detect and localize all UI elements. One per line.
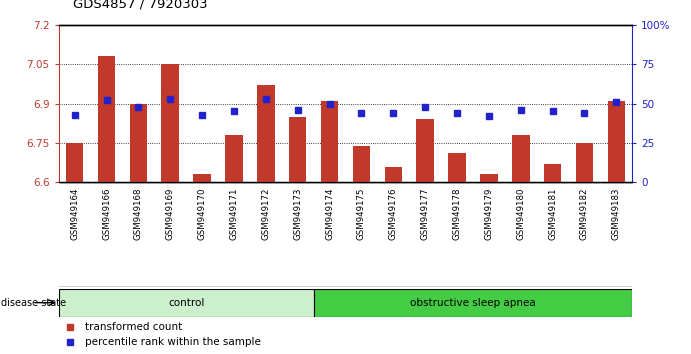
Text: transformed count: transformed count (84, 321, 182, 332)
Text: GSM949166: GSM949166 (102, 188, 111, 240)
Bar (59, 289, 314, 317)
Text: GSM949181: GSM949181 (548, 188, 557, 240)
Bar (384, 166, 402, 182)
Bar (97, 56, 115, 182)
Text: GSM949169: GSM949169 (166, 188, 175, 240)
Text: GDS4857 / 7920303: GDS4857 / 7920303 (73, 0, 207, 11)
Bar (512, 135, 529, 182)
Bar (352, 145, 370, 182)
Bar (66, 143, 84, 182)
Bar (321, 101, 339, 182)
Text: GSM949173: GSM949173 (293, 188, 302, 240)
Bar (193, 175, 211, 182)
Text: obstructive sleep apnea: obstructive sleep apnea (410, 298, 536, 308)
Text: GSM949176: GSM949176 (389, 188, 398, 240)
Text: GSM949183: GSM949183 (612, 188, 621, 240)
Bar (162, 64, 179, 182)
Text: GSM949174: GSM949174 (325, 188, 334, 240)
Text: GSM949171: GSM949171 (229, 188, 238, 240)
Bar (480, 175, 498, 182)
Text: GSM949170: GSM949170 (198, 188, 207, 240)
Text: GSM949178: GSM949178 (453, 188, 462, 240)
Text: GSM949164: GSM949164 (70, 188, 79, 240)
Bar (576, 143, 594, 182)
Text: GSM949168: GSM949168 (134, 188, 143, 240)
Bar (448, 153, 466, 182)
Bar (130, 103, 147, 182)
Bar (314, 289, 632, 317)
Bar (607, 101, 625, 182)
Text: GSM949175: GSM949175 (357, 188, 366, 240)
Text: percentile rank within the sample: percentile rank within the sample (84, 337, 261, 348)
Bar (225, 135, 243, 182)
Text: GSM949182: GSM949182 (580, 188, 589, 240)
Text: GSM949177: GSM949177 (421, 188, 430, 240)
Bar (544, 164, 561, 182)
Text: GSM949179: GSM949179 (484, 188, 493, 240)
Text: control: control (168, 298, 205, 308)
Bar (417, 119, 434, 182)
Text: GSM949180: GSM949180 (516, 188, 525, 240)
Bar (289, 117, 307, 182)
Text: disease state: disease state (1, 298, 66, 308)
Text: GSM949172: GSM949172 (261, 188, 270, 240)
Bar (257, 85, 274, 182)
